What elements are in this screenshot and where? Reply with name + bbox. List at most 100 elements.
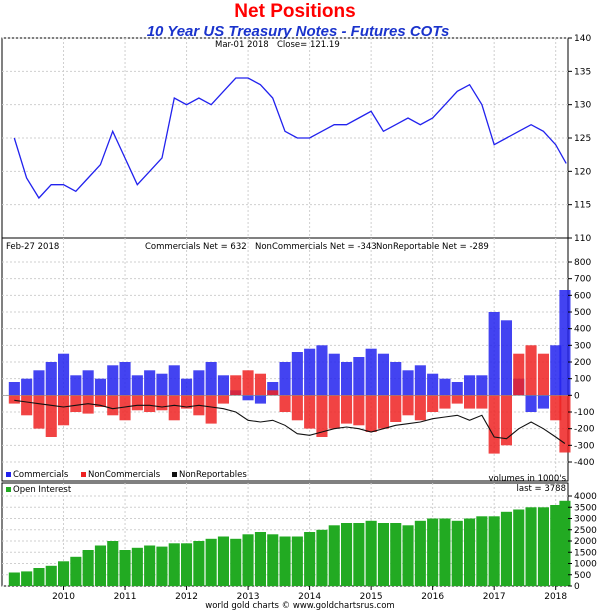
legend-swatch-nonreportables — [172, 472, 177, 477]
y-tick-label: 110 — [574, 234, 591, 244]
legend-open-interest: Open Interest — [13, 485, 72, 495]
x-tick-label: 2013 — [237, 592, 260, 602]
y-tick-label: 2000 — [574, 537, 597, 547]
bar-commercials — [353, 357, 365, 396]
price-series-line — [13, 77, 567, 200]
bar-commercials — [550, 345, 562, 396]
bar-open-interest — [267, 534, 279, 587]
x-tick-label: 2014 — [298, 592, 321, 602]
bar-noncommercials — [119, 395, 131, 421]
net-legend: Commercials NonCommercials NonReportable… — [6, 470, 247, 480]
bar-open-interest — [304, 532, 316, 586]
bar-open-interest — [21, 571, 33, 586]
y-tick-label: 3500 — [574, 503, 597, 513]
bar-open-interest — [353, 523, 365, 586]
y-tick-label: -400 — [574, 458, 595, 468]
bar-noncommercials — [94, 395, 106, 407]
x-tick-label: 2017 — [483, 592, 506, 602]
x-tick-label: 2010 — [52, 592, 75, 602]
bar-commercials — [242, 395, 254, 401]
y-tick-label: 115 — [574, 201, 591, 211]
bar-open-interest — [8, 572, 20, 586]
chart-title: Net Positions — [234, 1, 355, 22]
bar-noncommercials — [230, 375, 242, 396]
bar-open-interest — [402, 525, 414, 587]
bar-open-interest — [550, 505, 562, 586]
bar-noncommercials — [500, 395, 512, 446]
y-tick-label: 4000 — [574, 492, 597, 502]
bar-noncommercials — [328, 395, 340, 429]
legend-swatch-commercials — [6, 472, 11, 477]
bar-noncommercials — [205, 395, 217, 424]
bar-open-interest — [70, 556, 82, 587]
bar-open-interest — [341, 523, 353, 586]
bar-open-interest — [537, 507, 549, 587]
bar-noncommercials — [107, 395, 119, 416]
bar-commercials — [304, 348, 316, 396]
noncommercials-net: NonCommercials Net = -343 — [255, 242, 377, 252]
bar-commercials — [45, 362, 57, 396]
bar-noncommercials — [8, 395, 20, 404]
y-tick-label: 2500 — [574, 526, 597, 536]
bar-noncommercials — [304, 395, 316, 429]
bar-commercials — [82, 370, 94, 396]
net-date: Feb-27 2018 — [6, 242, 59, 252]
bar-commercials — [377, 353, 389, 396]
y-tick-label: 120 — [574, 167, 591, 177]
bar-noncommercials — [427, 395, 439, 412]
bar-open-interest — [377, 523, 389, 586]
y-tick-label: 1000 — [574, 560, 597, 570]
bar-commercials — [476, 375, 488, 396]
bar-open-interest — [279, 536, 291, 586]
bar-open-interest — [254, 532, 266, 586]
legend-noncommercials: NonCommercials — [88, 470, 161, 480]
bar-noncommercials — [390, 395, 402, 422]
bar-open-interest — [414, 520, 426, 587]
y-tick-label: 0 — [574, 582, 580, 592]
bar-commercials — [439, 378, 451, 396]
bar-commercials — [279, 362, 291, 396]
bar-commercials — [217, 375, 229, 396]
y-tick-label: -200 — [574, 425, 595, 435]
chart-subtitle: 10 Year US Treasury Notes - Futures COTs — [147, 23, 450, 40]
bar-commercials — [21, 378, 33, 396]
bar-commercials — [33, 370, 45, 396]
bar-open-interest — [205, 538, 217, 587]
y-tick-label: 140 — [574, 34, 591, 44]
bar-commercials — [70, 375, 82, 396]
bar-commercials — [414, 365, 426, 396]
y-tick-label: 135 — [574, 67, 591, 77]
y-tick-label: 100 — [574, 375, 591, 385]
x-tick-label: 2018 — [544, 592, 567, 602]
x-tick-label: 2012 — [175, 592, 198, 602]
bar-commercials — [402, 370, 414, 396]
y-tick-label: 200 — [574, 358, 591, 368]
bar-noncommercials — [168, 395, 180, 421]
bar-open-interest — [316, 529, 328, 587]
bar-commercials — [500, 320, 512, 396]
y-tick-label: 500 — [574, 571, 591, 581]
bar-noncommercials — [291, 395, 303, 421]
bar-commercials — [107, 365, 119, 396]
bar-commercials — [328, 353, 340, 396]
y-tick-label: 300 — [574, 341, 591, 351]
bar-commercials — [156, 373, 168, 396]
bar-open-interest — [464, 518, 476, 586]
bar-open-interest — [328, 525, 340, 587]
bar-open-interest — [33, 568, 45, 586]
net-positions-panel: Feb-27 2018 Commercials Net = 632 NonCom… — [1, 237, 595, 484]
x-tick-label: 2016 — [421, 592, 444, 602]
y-tick-label: 1500 — [574, 548, 597, 558]
bar-noncommercials — [488, 395, 500, 454]
bar-noncommercials — [537, 353, 549, 396]
bar-noncommercials — [550, 395, 562, 421]
legend-commercials: Commercials — [13, 470, 69, 480]
bar-noncommercials — [58, 395, 70, 426]
bar-open-interest — [82, 550, 94, 586]
bar-commercials — [8, 382, 20, 396]
bar-noncommercials — [181, 395, 193, 409]
bar-noncommercials — [525, 345, 537, 396]
bar-noncommercials — [341, 395, 353, 424]
bar-noncommercials — [70, 395, 82, 412]
